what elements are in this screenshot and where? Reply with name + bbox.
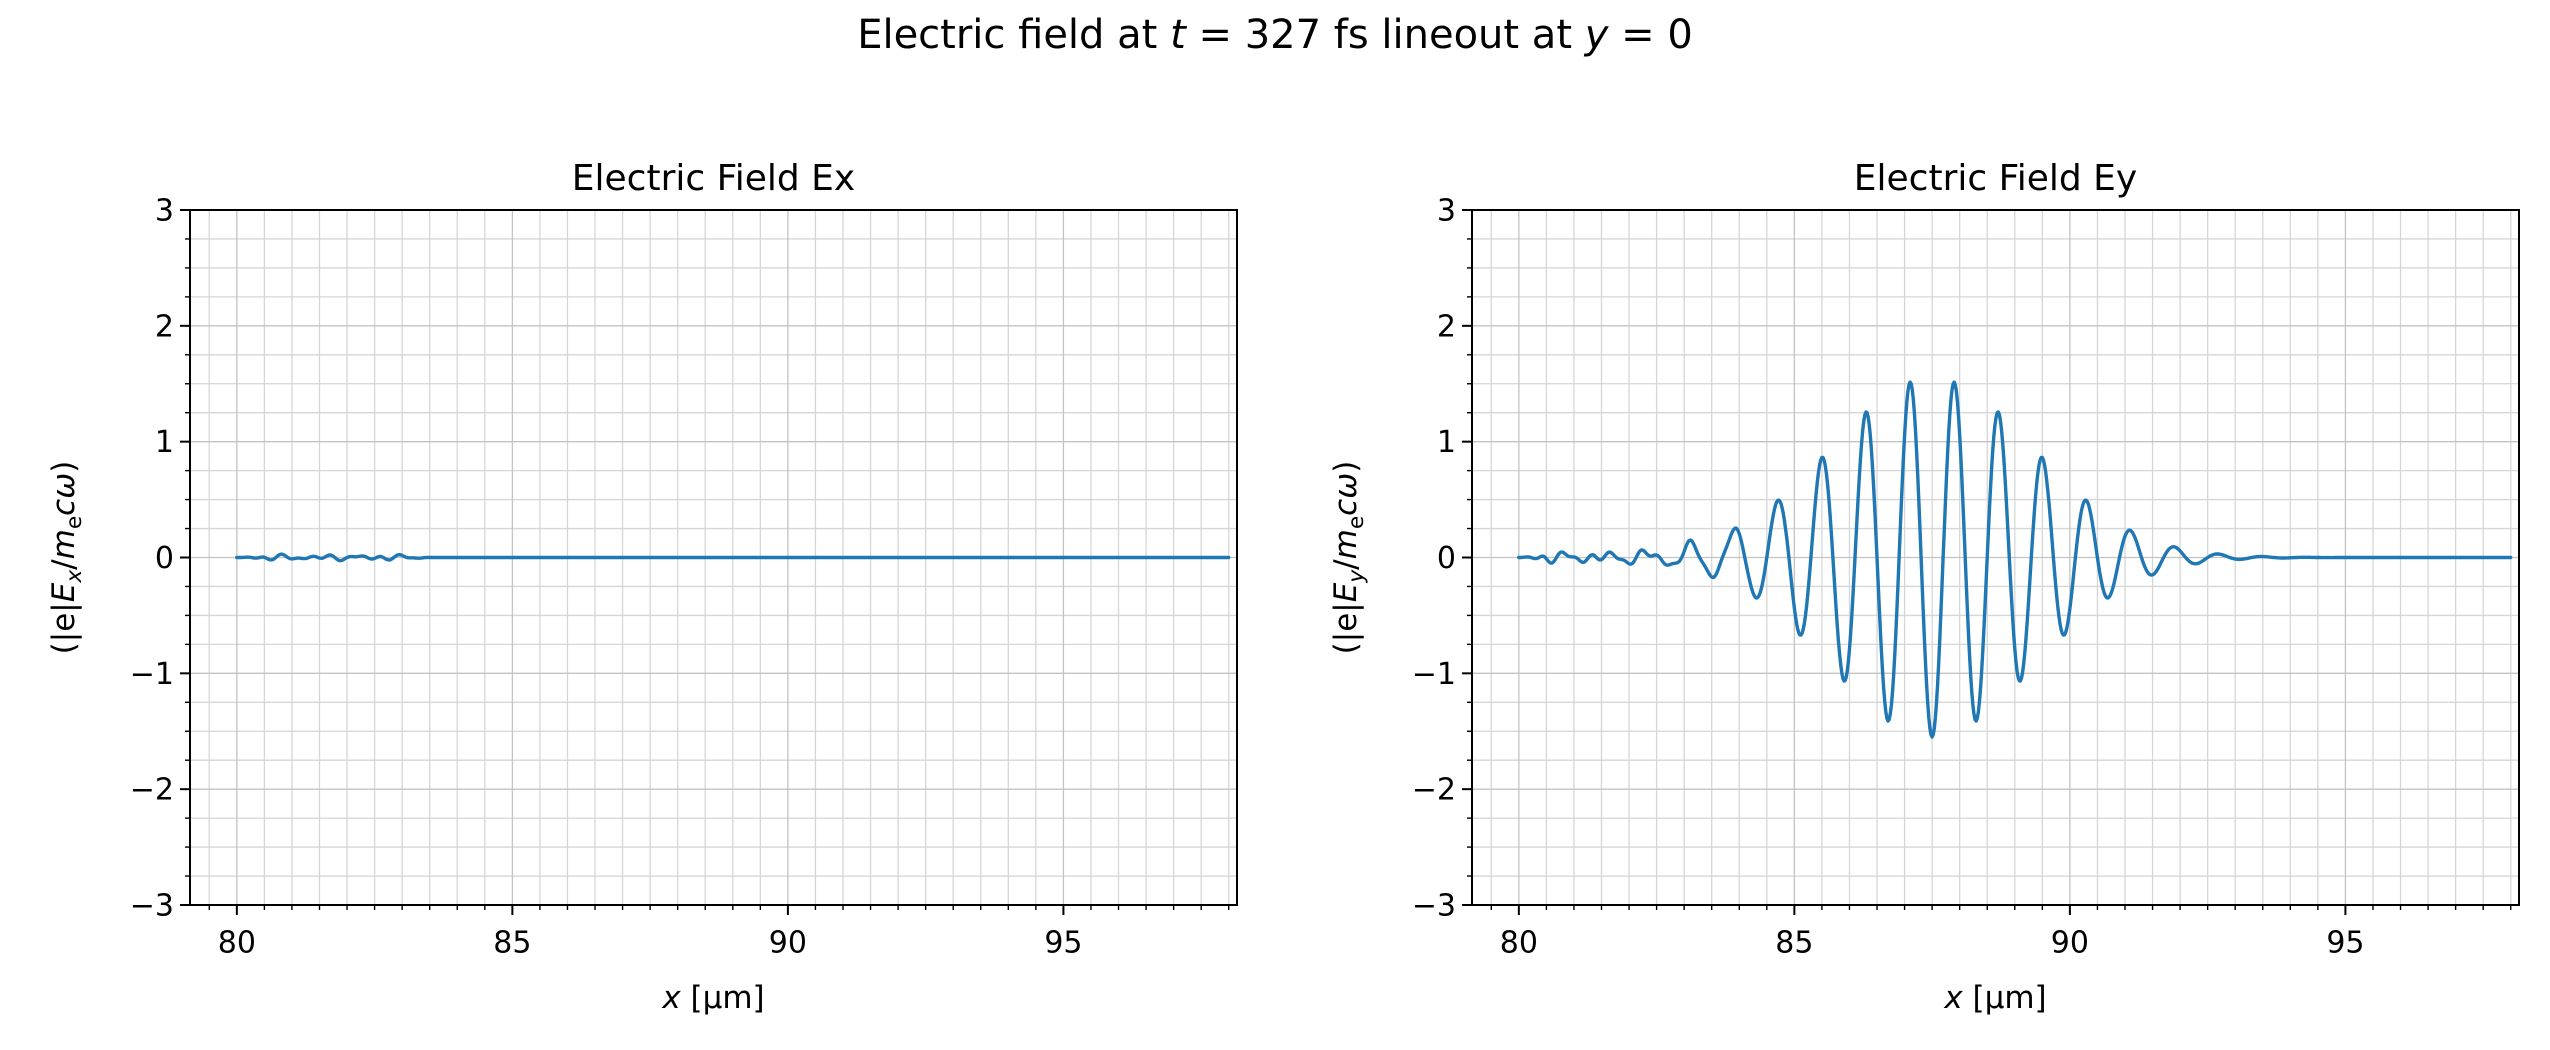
title-segment: = 327 fs lineout at [1185,12,1585,58]
x-tick-label: 95 [1044,926,1082,961]
title-segment: t [1170,12,1186,58]
y-tick-label: −3 [130,889,174,924]
x-tick-label: 90 [2051,926,2089,961]
x-tick-label: 90 [769,926,807,961]
x-axis-label-ex: x [μm] [661,980,764,1016]
x-axis-label-ey: x [μm] [1943,980,2046,1016]
y-tick-label: 2 [1437,309,1456,344]
y-tick-label: 1 [155,425,174,460]
y-tick-label: 3 [155,194,174,229]
x-tick-label: 80 [1500,926,1538,961]
chart-ey: 80 85 90 95 −3 −2 −1 0 1 2 3 Electric Field Ey x [μm… [1328,158,2520,1016]
data-line-Ex [235,552,1231,563]
subplot-title-ex: Electric Field Ex [572,158,855,199]
y-tick-label: 1 [1437,425,1456,460]
y-tick-label: 2 [155,309,174,344]
ticks-ey: 80 85 90 95 −3 −2 −1 0 1 2 3 [1412,194,2512,961]
subplot-title-ey: Electric Field Ey [1854,158,2137,199]
title-segment: = 0 [1608,12,1693,58]
x-tick-label: 85 [493,926,531,961]
x-tick-label: 95 [2326,926,2364,961]
y-tick-label: −2 [1412,773,1456,808]
y-axis-label-ex: (|e|Ex/mecω) [46,461,87,655]
y-tick-label: −2 [130,773,174,808]
chart-ex: 80 85 90 95 −3 −2 −1 0 1 2 3 Electric Field Ex x [μm… [46,158,1238,1016]
data-line-Ey [1517,380,2513,739]
ticks-ex: 80 85 90 95 −3 −2 −1 0 1 2 3 [130,194,1230,961]
y-axis-label-ey: (|e|Ey/mecω) [1328,461,1369,655]
y-tick-label: −1 [130,657,174,692]
title-segment: Electric field at [857,12,1171,58]
title-segment: y [1584,12,1609,58]
x-tick-label: 85 [1775,926,1813,961]
y-tick-label: −1 [1412,657,1456,692]
figure-title: Electric field at t = 327 fs lineout at … [0,12,2550,58]
y-tick-label: −3 [1412,889,1456,924]
y-tick-label: 0 [155,541,174,576]
x-tick-label: 80 [218,926,256,961]
y-tick-label: 0 [1437,541,1456,576]
y-tick-label: 3 [1437,194,1456,229]
